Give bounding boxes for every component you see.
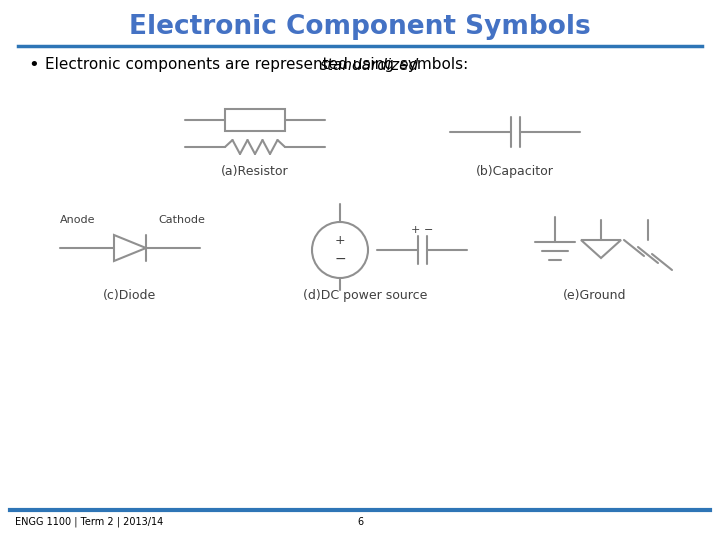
Text: (e)Ground: (e)Ground xyxy=(563,289,626,302)
Text: +: + xyxy=(335,234,346,247)
Text: (d)DC power source: (d)DC power source xyxy=(303,289,427,302)
Bar xyxy=(225,109,285,131)
Text: standardized: standardized xyxy=(320,57,419,72)
Text: Electronic components are represented using: Electronic components are represented us… xyxy=(45,57,399,72)
Text: (c)Diode: (c)Diode xyxy=(104,289,157,302)
Text: 6: 6 xyxy=(357,517,363,527)
Text: •: • xyxy=(28,56,39,74)
Text: (b)Capacitor: (b)Capacitor xyxy=(476,165,554,179)
Text: (a)Resistor: (a)Resistor xyxy=(221,165,289,179)
Text: ENGG 1100 | Term 2 | 2013/14: ENGG 1100 | Term 2 | 2013/14 xyxy=(15,517,163,527)
Text: −: − xyxy=(334,252,346,266)
Text: −: − xyxy=(424,225,433,235)
Text: Cathode: Cathode xyxy=(158,215,205,225)
Text: Anode: Anode xyxy=(60,215,96,225)
Text: symbols:: symbols: xyxy=(395,57,468,72)
Text: +: + xyxy=(410,225,420,235)
Text: Electronic Component Symbols: Electronic Component Symbols xyxy=(129,14,591,40)
